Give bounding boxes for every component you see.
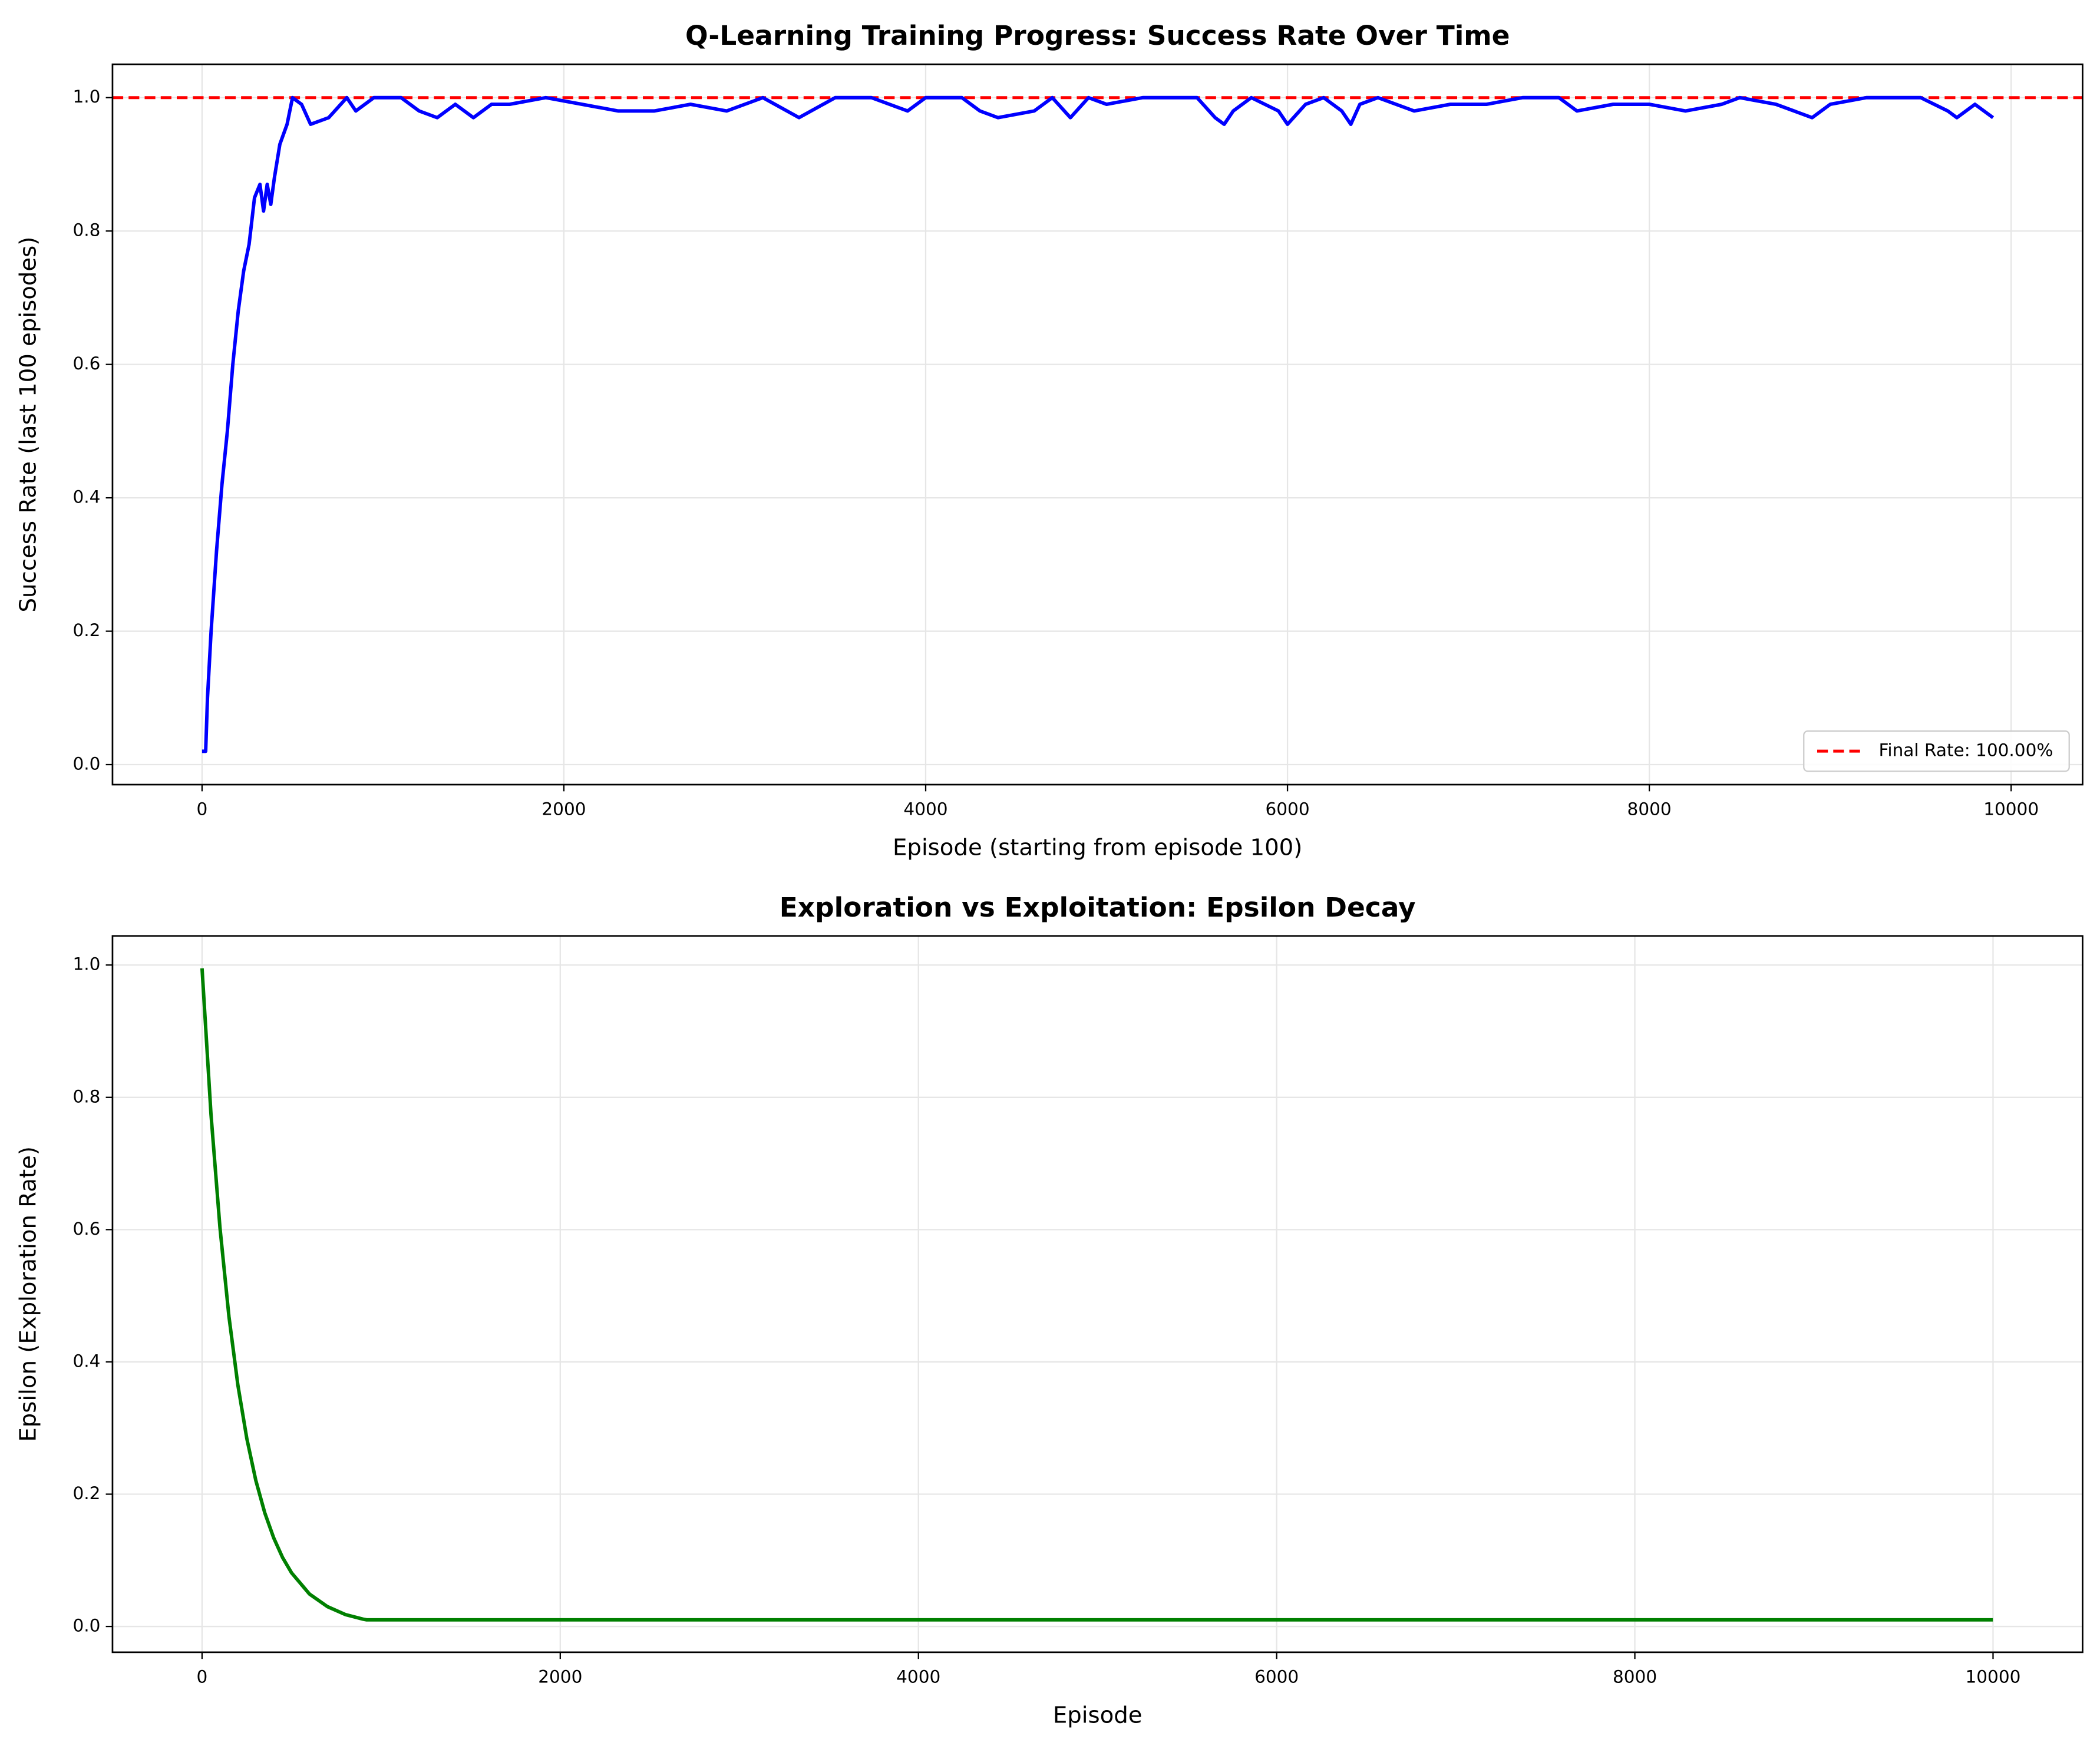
y-tick-label: 0.0 <box>73 754 101 774</box>
x-tick-label: 6000 <box>1254 1667 1299 1687</box>
y-tick-label: 0.4 <box>73 1351 101 1371</box>
x-tick-label: 2000 <box>541 799 586 819</box>
legend-label: Final Rate: 100.00% <box>1879 740 2053 760</box>
y-tick-label: 0.4 <box>73 487 101 507</box>
x-tick-label: 10000 <box>1983 799 2039 819</box>
y-tick-label: 0.8 <box>73 1086 101 1106</box>
x-tick-label: 6000 <box>1265 799 1309 819</box>
y-tick-label: 0.2 <box>73 1483 101 1503</box>
x-tick-label: 4000 <box>903 799 947 819</box>
x-tick-label: 0 <box>197 1667 208 1687</box>
legend: Final Rate: 100.00% <box>1803 730 2070 772</box>
y-tick-label: 0.6 <box>73 353 101 373</box>
y-tick-label: 0.2 <box>73 620 101 640</box>
x-axis-label: Episode <box>1053 1702 1143 1728</box>
y-axis-label: Epsilon (Exploration Rate) <box>15 1146 42 1442</box>
x-tick-label: 8000 <box>1627 799 1672 819</box>
x-tick-label: 2000 <box>538 1667 582 1687</box>
y-tick-label: 0.8 <box>73 220 101 240</box>
series-line <box>202 95 1995 753</box>
x-tick-label: 8000 <box>1613 1667 1657 1687</box>
x-tick-label: 4000 <box>896 1667 940 1687</box>
y-tick-label: 1.0 <box>73 954 101 974</box>
y-tick-label: 1.0 <box>73 87 101 107</box>
series-line <box>200 968 1993 1622</box>
x-tick-label: 10000 <box>1965 1667 2020 1687</box>
y-tick-label: 0.6 <box>73 1219 101 1239</box>
y-tick-label: 0.0 <box>73 1616 101 1636</box>
chart-title: Q-Learning Training Progress: Success Ra… <box>685 20 1510 51</box>
axes-frame <box>111 63 2084 786</box>
axes-frame <box>111 935 2084 1654</box>
y-axis-label: Success Rate (last 100 episodes) <box>15 237 42 613</box>
x-axis-label: Episode (starting from episode 100) <box>893 835 1302 861</box>
x-tick-label: 0 <box>197 799 208 819</box>
chart-title: Exploration vs Exploitation: Epsilon Dec… <box>780 892 1416 923</box>
legend-box <box>1803 730 2070 772</box>
